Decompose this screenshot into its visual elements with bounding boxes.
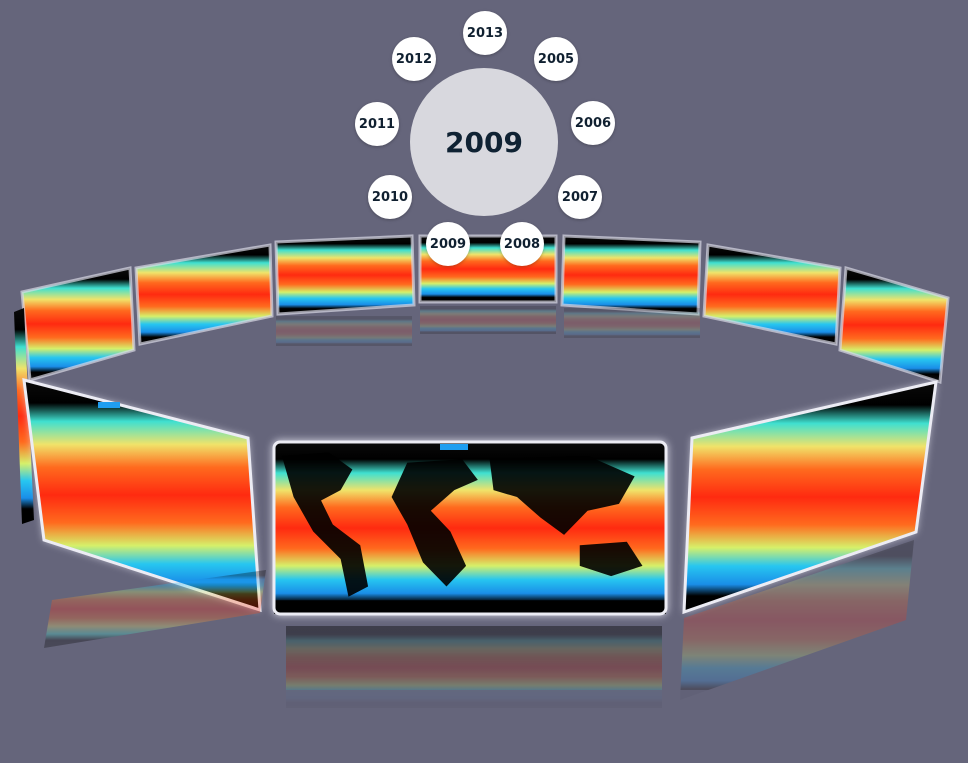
map-panel-back-5[interactable] bbox=[702, 243, 842, 346]
year-button-2013[interactable]: 2013 bbox=[463, 11, 507, 55]
year-button-2011[interactable]: 2011 bbox=[355, 102, 399, 146]
year-button-2012[interactable]: 2012 bbox=[392, 37, 436, 81]
current-year-display: 2009 bbox=[410, 68, 558, 216]
map-panel-right[interactable] bbox=[838, 266, 950, 384]
map-panel-back-4[interactable] bbox=[560, 234, 702, 316]
year-button-2006[interactable]: 2006 bbox=[571, 101, 615, 145]
map-panel-front-right[interactable] bbox=[682, 380, 938, 615]
map-panel-front-left[interactable] bbox=[22, 377, 262, 613]
year-button-2009[interactable]: 2009 bbox=[426, 222, 470, 266]
map-panel-far-left[interactable] bbox=[14, 308, 34, 524]
year-button-2010[interactable]: 2010 bbox=[368, 175, 412, 219]
year-button-2005[interactable]: 2005 bbox=[534, 37, 578, 81]
map-panel-back-1[interactable] bbox=[134, 243, 274, 346]
year-button-2008[interactable]: 2008 bbox=[500, 222, 544, 266]
map-panel-back-2[interactable] bbox=[274, 234, 416, 316]
map-panel-front-center[interactable] bbox=[272, 440, 668, 616]
map-panel-left[interactable] bbox=[20, 266, 136, 382]
year-button-2007[interactable]: 2007 bbox=[558, 175, 602, 219]
